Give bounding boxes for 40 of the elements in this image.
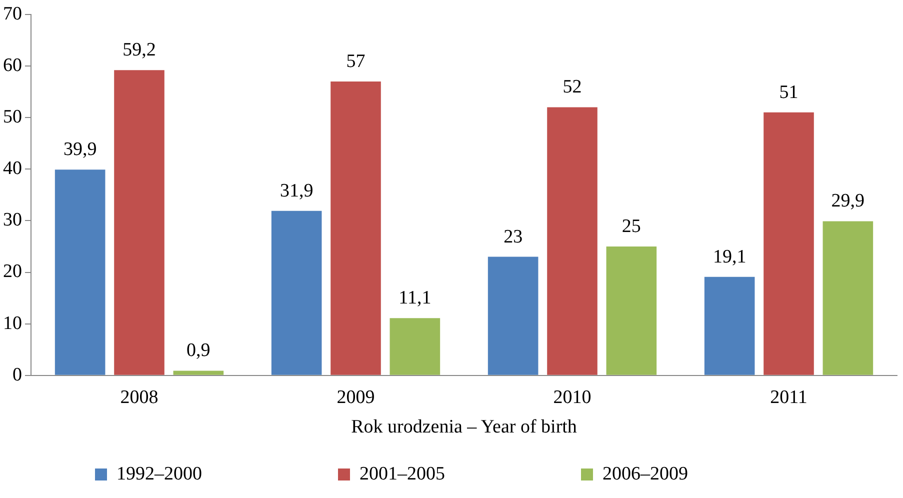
y-tick-label: 70 xyxy=(3,3,22,24)
data-label: 0,9 xyxy=(186,340,210,362)
bar xyxy=(764,112,814,375)
bar xyxy=(390,318,440,375)
bar xyxy=(704,276,755,375)
data-label: 52 xyxy=(562,76,582,98)
data-label: 31,9 xyxy=(280,180,314,202)
data-label: 25 xyxy=(622,216,641,237)
y-tick-label: 30 xyxy=(3,210,22,231)
y-tick-label: 20 xyxy=(3,261,22,282)
legend-label: 2006–2009 xyxy=(602,463,802,484)
x-tick-label: 2009 xyxy=(336,386,375,408)
bar xyxy=(173,370,224,375)
data-label: 29,9 xyxy=(831,190,865,212)
x-tick-label: 2011 xyxy=(770,386,808,408)
y-tick-label: 60 xyxy=(3,54,22,76)
bar xyxy=(606,246,657,375)
bar xyxy=(271,210,322,375)
y-tick-label: 10 xyxy=(3,312,22,334)
y-tick-label: 40 xyxy=(3,158,22,180)
data-label: 39,9 xyxy=(63,139,97,160)
bar xyxy=(547,107,598,375)
bar xyxy=(114,70,164,375)
data-label: 19,1 xyxy=(712,246,746,268)
bar xyxy=(330,81,381,375)
data-label: 23 xyxy=(504,226,523,248)
bar xyxy=(488,256,538,375)
data-label: 57 xyxy=(346,50,366,72)
bar xyxy=(822,221,874,375)
x-tick-label: 2010 xyxy=(553,386,592,408)
data-label: 51 xyxy=(779,82,798,103)
legend-label: 2001–2005 xyxy=(360,463,559,484)
legend-label: 1992–2000 xyxy=(116,463,316,484)
data-label: 11,1 xyxy=(398,288,432,309)
y-tick-label: 0 xyxy=(12,364,22,386)
data-label: 59,2 xyxy=(122,40,156,61)
x-tick-label: 2008 xyxy=(120,386,158,408)
y-tick-label: 50 xyxy=(3,106,22,128)
x-axis-title: Rok urodzenia – Year of birth xyxy=(351,416,578,438)
bar xyxy=(54,170,106,375)
